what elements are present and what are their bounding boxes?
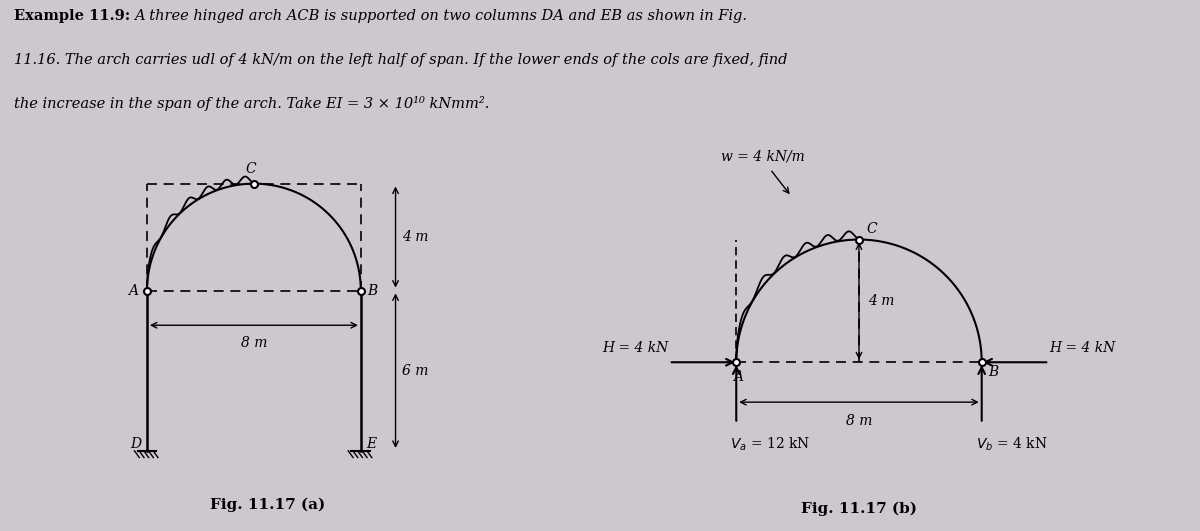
Text: 11.16. The arch carries udl of 4 kN/m on the left half of span. If the lower end: 11.16. The arch carries udl of 4 kN/m on… (14, 53, 788, 66)
Text: E: E (366, 438, 377, 451)
Text: 4 m: 4 m (868, 294, 894, 308)
Text: 8 m: 8 m (846, 414, 872, 429)
Text: Fig. 11.17 (b): Fig. 11.17 (b) (800, 501, 917, 516)
Text: B: B (988, 365, 998, 379)
Text: 4 m: 4 m (402, 230, 428, 244)
Text: C: C (246, 161, 257, 176)
Text: 8 m: 8 m (241, 336, 268, 350)
Text: A three hinged arch ACB is supported on two columns DA and EB as shown in Fig.: A three hinged arch ACB is supported on … (134, 10, 748, 23)
Text: $V_a$ = 12 kN: $V_a$ = 12 kN (730, 436, 810, 453)
Text: the increase in the span of the arch. Take EI = 3 × 10¹⁰ kNmm².: the increase in the span of the arch. Ta… (14, 96, 490, 111)
Text: D: D (131, 438, 142, 451)
Text: H = 4 kN: H = 4 kN (602, 340, 668, 355)
Text: Fig. 11.17 (a): Fig. 11.17 (a) (210, 498, 325, 512)
Text: $V_b$ = 4 kN: $V_b$ = 4 kN (976, 436, 1048, 453)
Text: A: A (733, 370, 743, 384)
Text: Example 11.9:: Example 11.9: (14, 10, 131, 23)
Text: C: C (866, 222, 877, 236)
Text: w = 4 kN/m: w = 4 kN/m (721, 150, 805, 164)
Text: B: B (367, 284, 378, 297)
Text: H = 4 kN: H = 4 kN (1049, 340, 1116, 355)
Text: 6 m: 6 m (402, 364, 428, 378)
Text: A: A (127, 284, 138, 297)
